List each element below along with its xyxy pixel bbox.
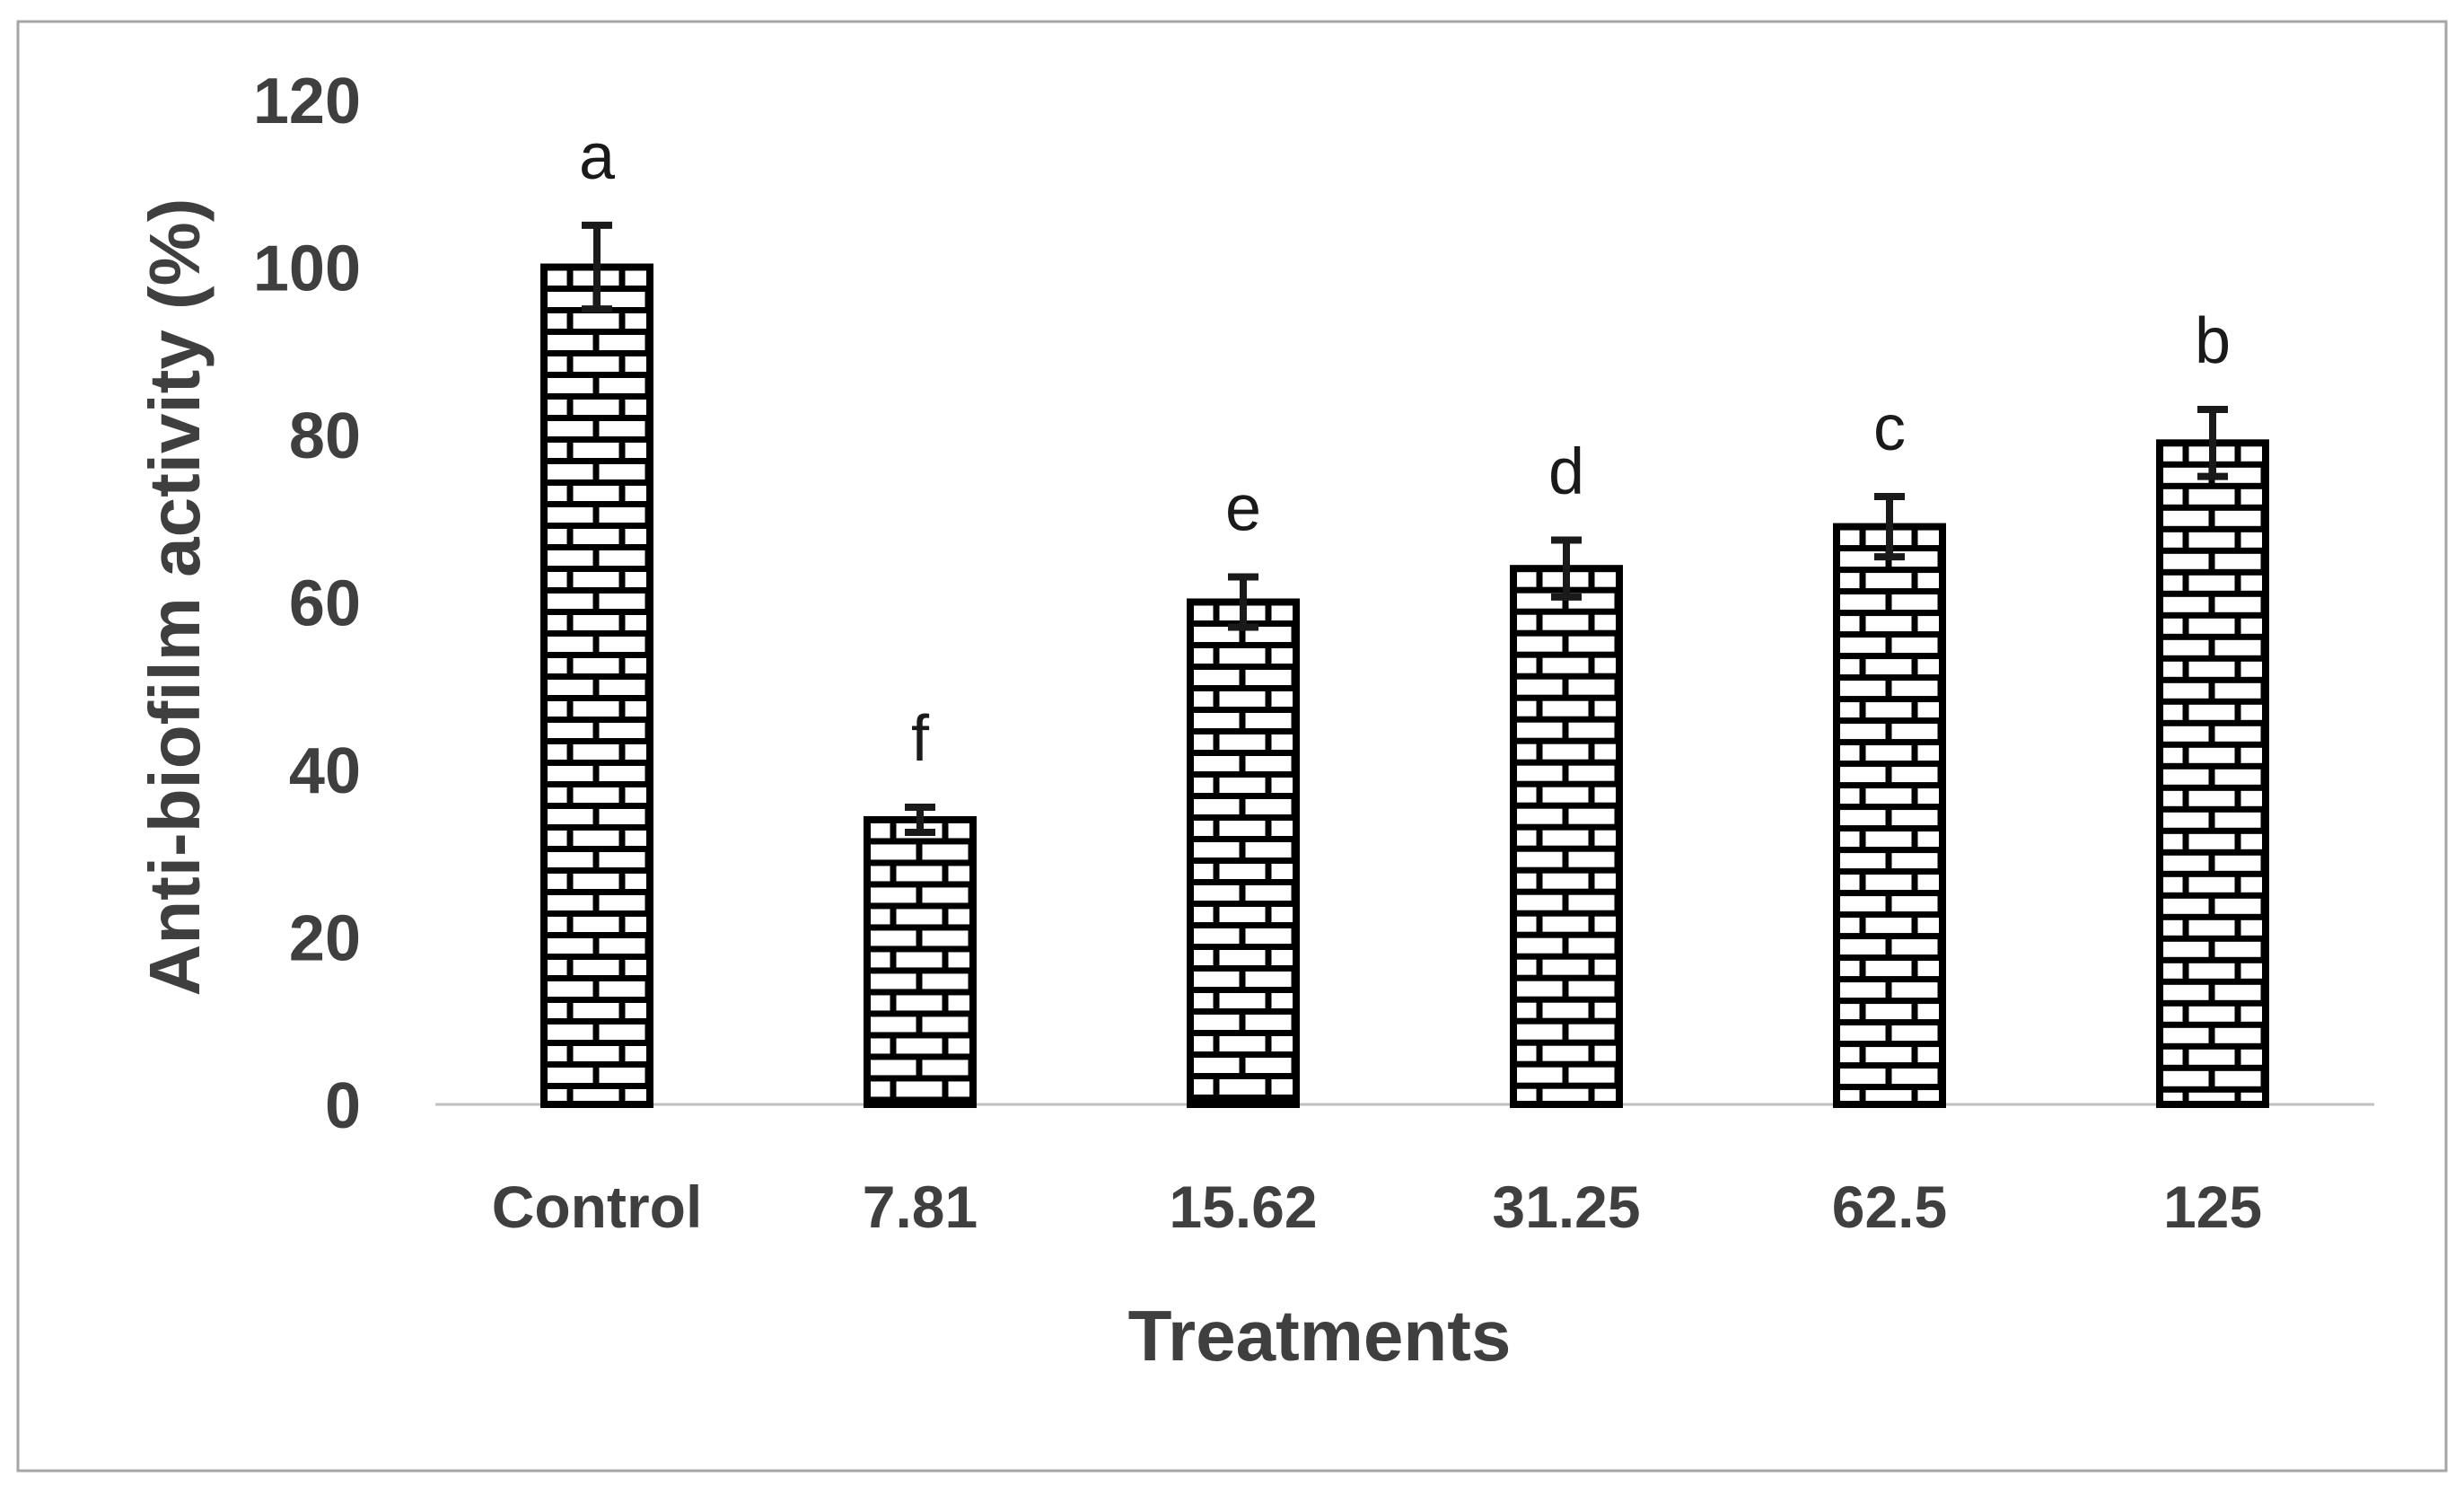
significance-letter-125: b [2195,305,2231,377]
x-category-label-control: Control [492,1174,703,1240]
significance-letter-control: a [579,121,616,193]
y-tick-label-60: 60 [289,568,361,640]
x-axis-title: Treatments [1128,1296,1512,1376]
significance-letter-31-25: d [1548,435,1584,507]
bar-125 [2156,439,2269,1108]
x-category-label-62-5: 62.5 [1832,1174,1947,1240]
x-category-label-31-25: 31.25 [1492,1174,1640,1240]
y-tick-label-0: 0 [325,1070,361,1142]
y-tick-label-120: 120 [253,66,361,137]
figure-border [16,20,2448,1473]
y-tick-label-20: 20 [289,903,361,975]
bar-31-25 [1510,565,1623,1108]
significance-letter-15-62: e [1225,473,1261,545]
bar-15-62 [1187,598,1300,1108]
significance-letter-7-81: f [911,703,930,775]
x-category-label-15-62: 15.62 [1169,1174,1317,1240]
significance-letter-62-5: c [1873,392,1906,464]
y-tick-label-80: 80 [289,400,361,472]
y-axis-title: Anti-biofilm activity (%) [135,198,215,997]
x-category-label-125: 125 [2163,1174,2262,1240]
bar-7-81 [864,815,977,1108]
bar-control [540,263,653,1108]
y-tick-label-40: 40 [289,735,361,807]
x-category-label-7-81: 7.81 [863,1174,978,1240]
y-tick-label-100: 100 [253,233,361,305]
bar-62-5 [1833,523,1946,1108]
